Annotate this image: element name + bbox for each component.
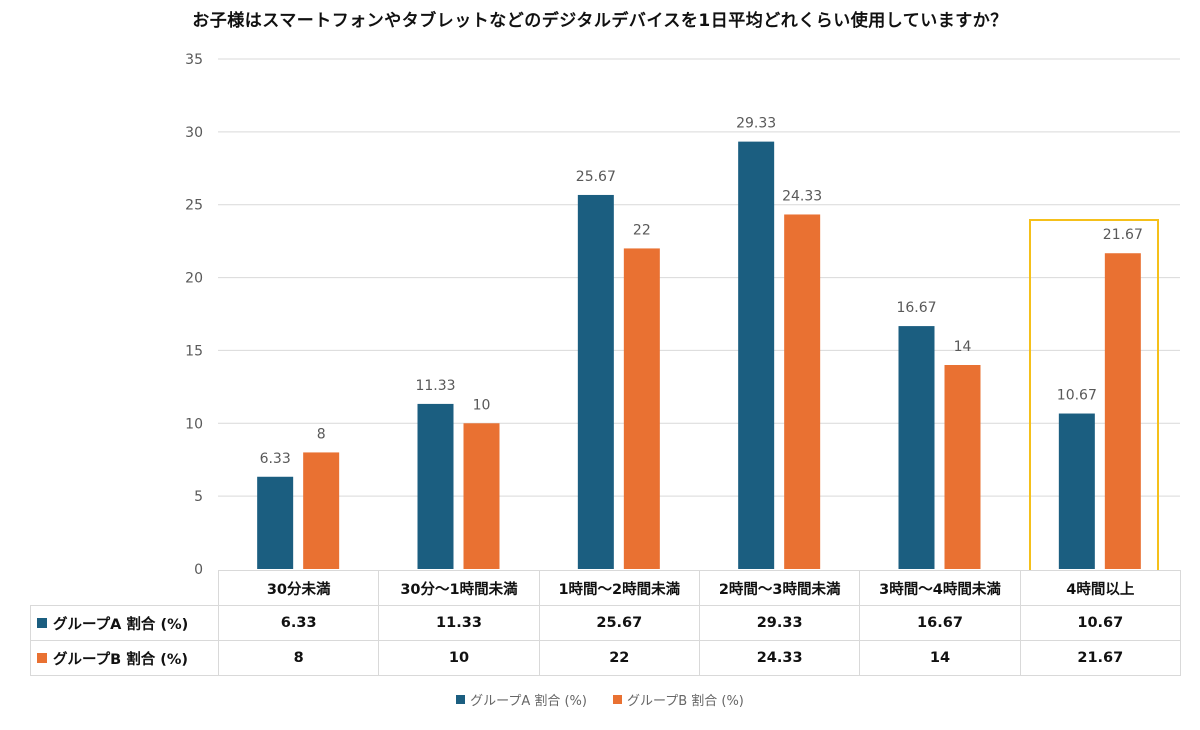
table-cell-text: 10.67 [1077, 615, 1124, 631]
y-tick-label: 20 [185, 271, 203, 287]
table-cell-text: 8 [293, 650, 304, 666]
table-cell-text: 2時間～3時間未満 [718, 581, 841, 598]
bar-group-a [257, 476, 294, 569]
table-cell-text: グループB 割合 (%) [53, 651, 189, 668]
bar-group-b [623, 248, 660, 569]
table-value-cell: 29.33 [699, 605, 861, 641]
legend-swatch-group-a [456, 695, 466, 704]
data-label: 25.67 [576, 169, 616, 185]
legend-item-group-a: グループA 割合 (%) [456, 690, 587, 709]
legend: グループA 割合 (%) グループB 割合 (%) [0, 690, 1200, 709]
chart-title: お子様はスマートフォンやタブレットなどのデジタルデバイスを1日平均どれくらい使用… [192, 11, 1008, 31]
legend-item-group-b: グループB 割合 (%) [612, 690, 744, 709]
table-header-category: 4時間以上 [1019, 570, 1181, 606]
bar-group-b [1104, 253, 1141, 570]
table-value-cell: 6.33 [218, 605, 380, 641]
table-value-cell: 14 [859, 640, 1021, 676]
table-value-cell: 22 [538, 640, 700, 676]
table-header-category: 30分～1時間未満 [378, 570, 540, 606]
table-cell-text: 14 [929, 650, 951, 666]
y-tick-label: 30 [185, 125, 203, 141]
table-row-label: グループA 割合 (%) [30, 605, 219, 641]
data-label: 10.67 [1057, 388, 1097, 404]
table-cell-text: 11.33 [436, 615, 482, 631]
table-cell-text: 1時間～2時間未満 [558, 581, 681, 598]
bar-group-a [898, 326, 935, 569]
legend-label-group-a: グループA 割合 (%) [470, 694, 587, 709]
legend-label-group-b: グループB 割合 (%) [626, 694, 744, 709]
table-cell-text: 3時間～4時間未満 [879, 581, 1001, 598]
table-header-category: 2時間～3時間未満 [699, 570, 861, 606]
data-label: 21.67 [1103, 227, 1143, 243]
data-label: 6.33 [260, 451, 291, 467]
table-value-cell: 10 [378, 640, 540, 676]
table-cell-text: 30分～1時間未満 [400, 581, 518, 598]
y-tick-label: 35 [185, 52, 203, 68]
table-value-cell: 10.67 [1019, 605, 1181, 641]
y-tick-label: 10 [185, 416, 203, 432]
table-header-category: 30分未満 [218, 570, 380, 606]
data-label: 22 [633, 222, 651, 238]
table-cell-text: 10 [448, 650, 470, 666]
data-label: 10 [473, 397, 491, 413]
data-label: 8 [317, 426, 326, 442]
table-cell-text: 24.33 [756, 650, 803, 666]
table-cell-text: 30分未満 [266, 581, 331, 598]
table-cell-text: 22 [609, 650, 630, 666]
table-value-cell: 11.33 [378, 605, 540, 641]
table-header-category: 3時間～4時間未満 [859, 570, 1021, 606]
data-label: 14 [954, 339, 972, 355]
y-tick-label: 25 [185, 198, 203, 214]
bar-group-a [738, 141, 775, 569]
data-label: 16.67 [896, 300, 936, 316]
table-value-cell: 24.33 [699, 640, 861, 676]
data-label: 24.33 [782, 188, 822, 204]
table-row-label: グループB 割合 (%) [30, 640, 219, 676]
data-label: 11.33 [415, 378, 455, 394]
table-header-category: 1時間～2時間未満 [538, 570, 700, 606]
bar-group-b [944, 365, 981, 569]
y-tick-label: 0 [194, 562, 203, 578]
legend-swatch-group-b [612, 695, 622, 704]
table-cell-text: 4時間以上 [1066, 581, 1135, 598]
table-value-cell: 16.67 [859, 605, 1021, 641]
table-cell-text: 25.67 [596, 615, 643, 631]
table-cell-text: 16.67 [917, 615, 963, 631]
bar-group-b [784, 214, 821, 569]
table-cell-text: 29.33 [756, 615, 803, 631]
bar-group-a [577, 194, 614, 570]
bar-group-a [417, 403, 454, 569]
bar-group-a [1058, 413, 1095, 569]
table-value-cell: 8 [218, 640, 380, 676]
y-tick-label: 5 [194, 489, 203, 505]
bar-group-b [463, 423, 500, 569]
table-cell-text: 21.67 [1077, 650, 1124, 666]
y-tick-label: 15 [185, 343, 203, 359]
table-value-cell: 21.67 [1019, 640, 1181, 676]
data-label: 29.33 [736, 116, 776, 132]
table-cell-text: 6.33 [280, 615, 317, 631]
table-legend-swatch [37, 653, 47, 663]
table-legend-swatch [37, 618, 47, 628]
table-value-cell: 25.67 [538, 605, 700, 641]
highlight-box [1028, 219, 1159, 574]
table-cell-text: グループA 割合 (%) [53, 616, 189, 633]
bar-group-b [303, 452, 340, 569]
